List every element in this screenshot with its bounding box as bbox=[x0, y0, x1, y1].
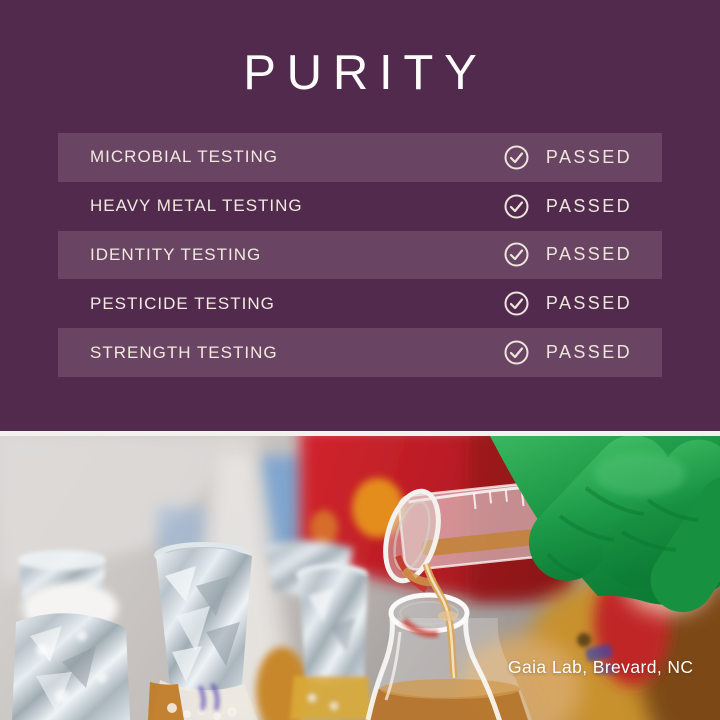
test-label: IDENTITY TESTING bbox=[90, 244, 262, 264]
glove bbox=[470, 436, 720, 613]
test-row-heavy-metal: HEAVY METAL TESTING PASSED bbox=[58, 182, 662, 231]
test-label: MICROBIAL TESTING bbox=[90, 147, 278, 167]
check-circle-icon bbox=[504, 291, 529, 316]
flask-center-body bbox=[148, 680, 258, 720]
test-result: PASSED bbox=[504, 340, 632, 365]
foil-flask-center bbox=[154, 542, 252, 693]
test-list: MICROBIAL TESTING PASSED HEAVY METAL TES… bbox=[58, 133, 662, 377]
check-circle-icon bbox=[504, 242, 529, 267]
status-text: PASSED bbox=[545, 244, 632, 265]
status-text: PASSED bbox=[545, 146, 632, 167]
status-text: PASSED bbox=[545, 195, 632, 216]
test-label: HEAVY METAL TESTING bbox=[90, 196, 303, 216]
test-result: PASSED bbox=[504, 242, 632, 267]
check-circle-icon bbox=[504, 340, 529, 365]
page-title: PURITY bbox=[243, 46, 488, 100]
purity-panel: PURITY MICROBIAL TESTING PASSED HEAVY ME… bbox=[58, 46, 662, 377]
lab-photo: Gaia Lab, Brevard, NC bbox=[0, 431, 720, 720]
foil-flask-right bbox=[290, 564, 372, 720]
flask-marker-scribble bbox=[198, 682, 220, 711]
test-row-microbial: MICROBIAL TESTING PASSED bbox=[58, 133, 662, 182]
foil-flask-front-left bbox=[12, 613, 130, 720]
test-result: PASSED bbox=[504, 194, 632, 219]
check-circle-icon bbox=[504, 145, 529, 170]
check-circle-icon bbox=[504, 194, 529, 219]
test-row-strength: STRENGTH TESTING PASSED bbox=[58, 328, 662, 377]
test-result: PASSED bbox=[504, 145, 632, 170]
status-text: PASSED bbox=[545, 293, 632, 314]
test-label: PESTICIDE TESTING bbox=[90, 293, 275, 313]
photo-caption: Gaia Lab, Brevard, NC bbox=[508, 657, 694, 677]
test-row-identity: IDENTITY TESTING PASSED bbox=[58, 230, 662, 280]
test-result: PASSED bbox=[504, 291, 632, 316]
lab-photo-illustration bbox=[0, 436, 720, 720]
test-label: STRENGTH TESTING bbox=[90, 342, 278, 362]
status-text: PASSED bbox=[545, 342, 632, 363]
pour-stream bbox=[422, 562, 458, 679]
test-row-pesticide: PESTICIDE TESTING PASSED bbox=[58, 279, 662, 328]
